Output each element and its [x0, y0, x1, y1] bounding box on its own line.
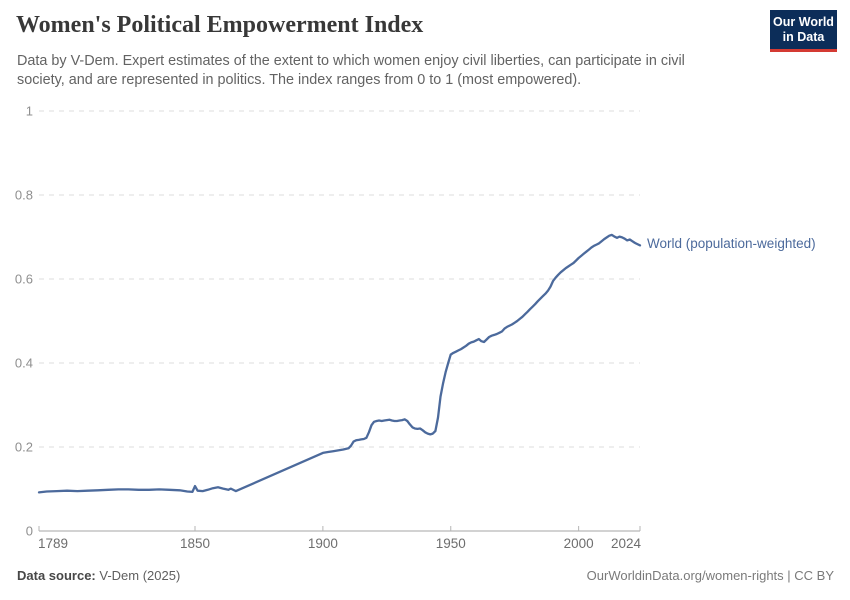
y-axis-tick-label: 0.6	[15, 272, 33, 287]
series-label: World (population-weighted)	[647, 236, 816, 252]
world-line	[37, 233, 642, 494]
x-axis-tick-label: 1900	[308, 536, 338, 551]
y-axis-tick-label: 0.4	[15, 356, 33, 371]
x-axis-tick-label: 1950	[436, 536, 466, 551]
data-source-note: Data source: V-Dem (2025)	[17, 568, 180, 583]
owid-logo[interactable]: Our World in Data	[770, 10, 837, 52]
data-source-value: V-Dem (2025)	[99, 568, 181, 583]
credit-link[interactable]: OurWorldinData.org/women-rights | CC BY	[586, 568, 834, 583]
owid-logo-line1: Our World	[773, 15, 834, 29]
data-source-label: Data source:	[17, 568, 96, 583]
x-axis-tick-label: 2000	[564, 536, 594, 551]
owid-logo-line2: in Data	[782, 30, 825, 44]
y-axis-tick-label: 1	[26, 104, 33, 119]
y-axis-tick-label: 0.8	[15, 188, 33, 203]
chart-subtitle: Data by V-Dem. Expert estimates of the e…	[17, 53, 685, 88]
page-title: Women's Political Empowerment Index	[16, 12, 424, 38]
y-axis-tick-label: 0	[26, 524, 33, 539]
x-axis-tick-label: 2024	[611, 536, 642, 551]
x-axis-tick-label: 1789	[38, 536, 68, 551]
y-axis-tick-label: 0.2	[15, 440, 33, 455]
x-axis-tick-label: 1850	[180, 536, 210, 551]
